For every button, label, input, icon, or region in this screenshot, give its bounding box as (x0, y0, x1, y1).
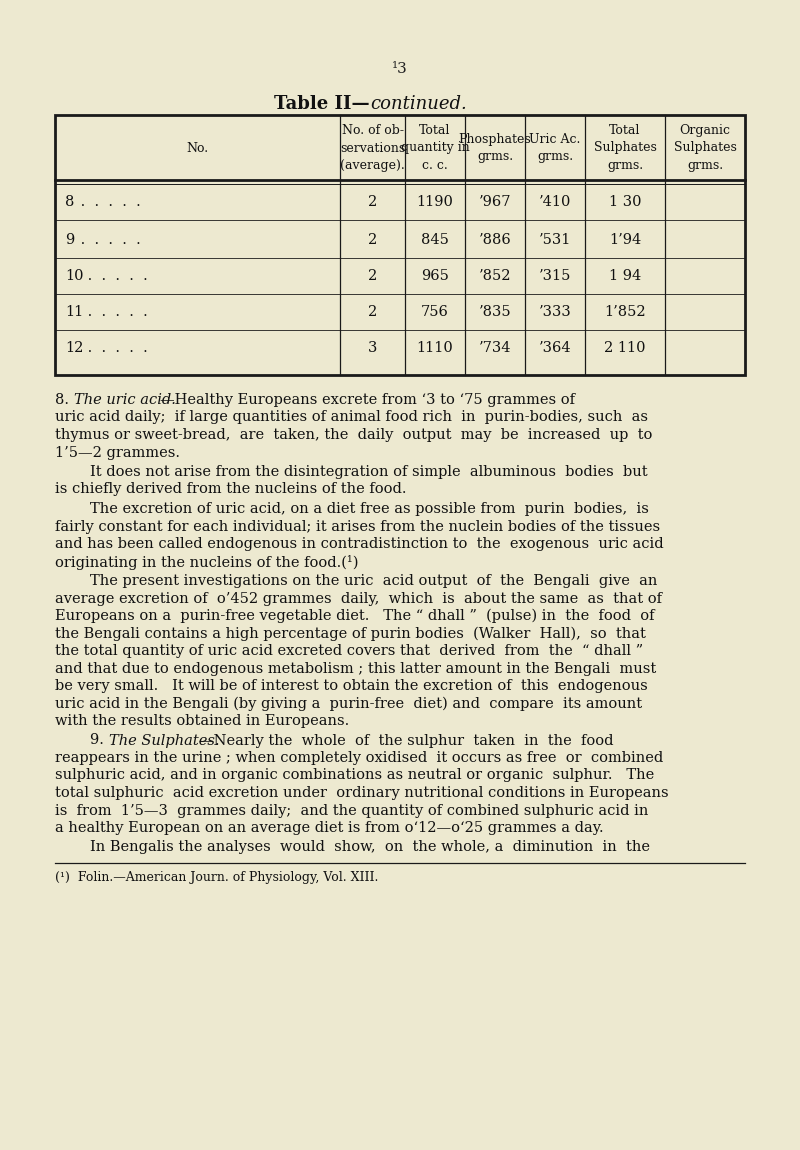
Text: The excretion of uric acid, on a diet free as possible from  purin  bodies,  is: The excretion of uric acid, on a diet fr… (90, 503, 649, 516)
Text: The uric acid.: The uric acid. (74, 393, 176, 407)
Text: 1190: 1190 (417, 196, 454, 209)
Text: total sulphuric  acid excretion under  ordinary nutritional conditions in Europe: total sulphuric acid excretion under ord… (55, 785, 669, 800)
Text: ’852: ’852 (478, 269, 511, 283)
Text: .  .  .  .  .: . . . . . (83, 269, 148, 283)
Text: 3: 3 (368, 342, 377, 355)
Text: Total
quantity in
c. c.: Total quantity in c. c. (401, 124, 470, 172)
Text: The Sulphates.: The Sulphates. (109, 734, 219, 748)
Text: 8.: 8. (55, 393, 74, 407)
Text: Organic
Sulphates
grms.: Organic Sulphates grms. (674, 124, 737, 172)
Text: the total quantity of uric acid excreted covers that  derived  from  the  “ dhal: the total quantity of uric acid excreted… (55, 644, 643, 658)
Text: 756: 756 (421, 305, 449, 319)
Text: 2: 2 (368, 233, 377, 247)
Text: 965: 965 (421, 269, 449, 283)
Text: 1110: 1110 (417, 342, 454, 355)
Text: 2: 2 (368, 305, 377, 319)
Text: ’531: ’531 (539, 233, 571, 247)
Text: is  from  1’5—3  grammes daily;  and the quantity of combined sulphuric acid in: is from 1’5—3 grammes daily; and the qua… (55, 804, 648, 818)
Text: originating in the nucleins of the food.(¹): originating in the nucleins of the food.… (55, 554, 358, 569)
Text: 845: 845 (421, 233, 449, 247)
Text: No.: No. (186, 141, 209, 154)
Text: —Healthy Europeans excrete from ‘3 to ‘75 grammes of: —Healthy Europeans excrete from ‘3 to ‘7… (160, 393, 575, 407)
Text: ’364: ’364 (538, 342, 571, 355)
Text: 2 110: 2 110 (604, 342, 646, 355)
Text: —Nearly the  whole  of  the sulphur  taken  in  the  food: —Nearly the whole of the sulphur taken i… (199, 734, 614, 748)
Text: 9: 9 (65, 233, 74, 247)
Text: be very small.   It will be of interest to obtain the excretion of  this  endoge: be very small. It will be of interest to… (55, 678, 648, 693)
Text: ’410: ’410 (539, 196, 571, 209)
Text: 1’94: 1’94 (609, 233, 641, 247)
Text: 8: 8 (65, 196, 74, 209)
Text: is chiefly derived from the nucleins of the food.: is chiefly derived from the nucleins of … (55, 483, 406, 497)
Text: 1 94: 1 94 (609, 269, 641, 283)
Text: ¹3: ¹3 (392, 62, 408, 76)
Text: The present investigations on the uric  acid output  of  the  Bengali  give  an: The present investigations on the uric a… (90, 574, 658, 588)
Text: .  .  .  .  .: . . . . . (76, 196, 141, 209)
Text: and has been called endogenous in contradistinction to  the  exogenous  uric aci: and has been called endogenous in contra… (55, 537, 664, 551)
Text: 1’5—2 grammes.: 1’5—2 grammes. (55, 445, 180, 460)
Text: .  .  .  .  .: . . . . . (83, 305, 148, 319)
Text: continued.: continued. (370, 95, 466, 113)
Text: ’734: ’734 (478, 342, 511, 355)
Text: 2: 2 (368, 269, 377, 283)
Text: 9.: 9. (90, 734, 109, 748)
Text: reappears in the urine ; when completely oxidised  it occurs as free  or  combin: reappears in the urine ; when completely… (55, 751, 663, 765)
Text: .  .  .  .  .: . . . . . (83, 342, 148, 355)
Text: ’886: ’886 (478, 233, 511, 247)
Text: the Bengali contains a high percentage of purin bodies  (Walker  Hall),  so  tha: the Bengali contains a high percentage o… (55, 627, 646, 641)
Text: Uric Ac.
grms.: Uric Ac. grms. (530, 132, 581, 163)
Bar (55, 115, 745, 375)
Text: uric acid daily;  if large quantities of animal food rich  in  purin-bodies, suc: uric acid daily; if large quantities of … (55, 411, 648, 424)
Text: .  .  .  .  .: . . . . . (76, 233, 141, 247)
Text: Phosphates
grms.: Phosphates grms. (458, 132, 531, 163)
Text: 11: 11 (65, 305, 83, 319)
Text: It does not arise from the disintegration of simple  albuminous  bodies  but: It does not arise from the disintegratio… (90, 465, 648, 480)
Text: No. of ob-
servations
(average).: No. of ob- servations (average). (340, 124, 405, 172)
Text: sulphuric acid, and in organic combinations as neutral or organic  sulphur.   Th: sulphuric acid, and in organic combinati… (55, 768, 654, 782)
Text: (¹)  Folin.—American Journ. of Physiology, Vol. XIII.: (¹) Folin.—American Journ. of Physiology… (55, 871, 378, 883)
Text: 1 30: 1 30 (609, 196, 642, 209)
Text: fairly constant for each individual; it arises from the nuclein bodies of the ti: fairly constant for each individual; it … (55, 520, 660, 534)
Text: ’315: ’315 (539, 269, 571, 283)
Text: ’967: ’967 (478, 196, 511, 209)
Text: ’835: ’835 (478, 305, 511, 319)
Text: 12: 12 (65, 342, 83, 355)
Text: uric acid in the Bengali (by giving a  purin-free  diet) and  compare  its amoun: uric acid in the Bengali (by giving a pu… (55, 697, 642, 711)
Text: and that due to endogenous metabolism ; this latter amount in the Bengali  must: and that due to endogenous metabolism ; … (55, 661, 656, 675)
Text: thymus or sweet-bread,  are  taken, the  daily  output  may  be  increased  up  : thymus or sweet-bread, are taken, the da… (55, 428, 652, 442)
Text: average excretion of  o’452 grammes  daily,  which  is  about the same  as  that: average excretion of o’452 grammes daily… (55, 591, 662, 606)
Text: 1’852: 1’852 (604, 305, 646, 319)
Text: Europeans on a  purin-free vegetable diet.   The “ dhall ”  (pulse) in  the  foo: Europeans on a purin-free vegetable diet… (55, 610, 654, 623)
Text: 10: 10 (65, 269, 83, 283)
Text: Table II—: Table II— (274, 95, 370, 113)
Text: with the results obtained in Europeans.: with the results obtained in Europeans. (55, 714, 350, 728)
Text: Total
Sulphates
grms.: Total Sulphates grms. (594, 124, 657, 172)
Text: 2: 2 (368, 196, 377, 209)
Text: ’333: ’333 (538, 305, 571, 319)
Text: a healthy European on an average diet is from o‘12—o‘25 grammes a day.: a healthy European on an average diet is… (55, 821, 604, 835)
Text: In Bengalis the analyses  would  show,  on  the whole, a  diminution  in  the: In Bengalis the analyses would show, on … (90, 841, 650, 854)
